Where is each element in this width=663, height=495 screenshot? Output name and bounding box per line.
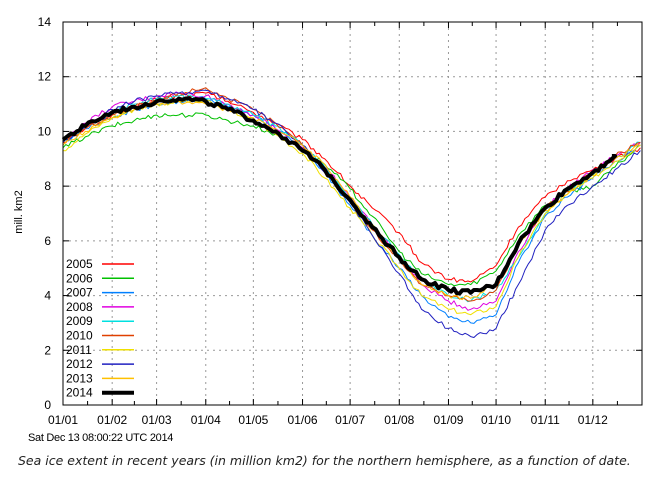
x-tick-label: 01/10 <box>481 413 511 427</box>
series-line-2010 <box>62 87 641 302</box>
x-tick-label: 01/02 <box>97 413 127 427</box>
x-tick-label: 01/07 <box>335 413 365 427</box>
x-tick-label: 01/08 <box>384 413 414 427</box>
y-axis-ticks: 0 2 4 6 8 10 12 14 <box>38 15 642 412</box>
grid-lines <box>63 22 642 405</box>
series-line-2007 <box>62 96 641 324</box>
legend-label-2014: 2014 <box>66 386 93 400</box>
y-tick-label: 2 <box>44 343 51 357</box>
x-axis-ticks: 01/01 01/02 01/03 01/04 01/05 01/06 01/07 01/08… <box>48 22 643 427</box>
x-tick-label: 01/09 <box>433 413 463 427</box>
x-tick-label: 01/05 <box>238 413 268 427</box>
timestamp: Sat Dec 13 08:00:22 UTC 2014 <box>28 432 174 444</box>
x-tick-label: 01/03 <box>142 413 172 427</box>
series-line-2014 <box>61 96 617 296</box>
legend-label-2010: 2010 <box>66 329 93 343</box>
legend-label-2008: 2008 <box>66 300 93 314</box>
series-line-2012 <box>62 89 641 338</box>
x-tick-label: 01/01 <box>48 413 78 427</box>
y-tick-label: 0 <box>44 398 51 412</box>
y-tick-label: 12 <box>38 70 52 84</box>
series-line-2006 <box>62 112 641 287</box>
y-tick-label: 14 <box>38 15 52 29</box>
legend-label-2011: 2011 <box>66 343 92 357</box>
legend-label-2009: 2009 <box>66 314 93 328</box>
series-line-2005 <box>62 91 641 283</box>
y-axis-label: mill. km2 <box>13 190 25 233</box>
legend-label-2005: 2005 <box>66 257 93 271</box>
figure-caption: Sea ice extent in recent years (in milli… <box>18 453 631 468</box>
y-tick-label: 6 <box>44 234 51 248</box>
x-tick-label: 01/12 <box>578 413 608 427</box>
y-tick-label: 4 <box>44 289 51 303</box>
y-tick-label: 10 <box>38 124 52 138</box>
legend-label-2012: 2012 <box>66 357 93 371</box>
legend-label-2007: 2007 <box>66 286 93 300</box>
legend-label-2013: 2013 <box>66 371 93 385</box>
x-tick-label: 01/06 <box>288 413 318 427</box>
x-tick-label: 01/11 <box>531 413 560 427</box>
y-tick-label: 8 <box>44 179 51 193</box>
x-tick-label: 01/04 <box>191 413 221 427</box>
plot-frame <box>62 21 643 406</box>
legend-label-2006: 2006 <box>66 271 93 285</box>
series-lines <box>61 87 641 338</box>
